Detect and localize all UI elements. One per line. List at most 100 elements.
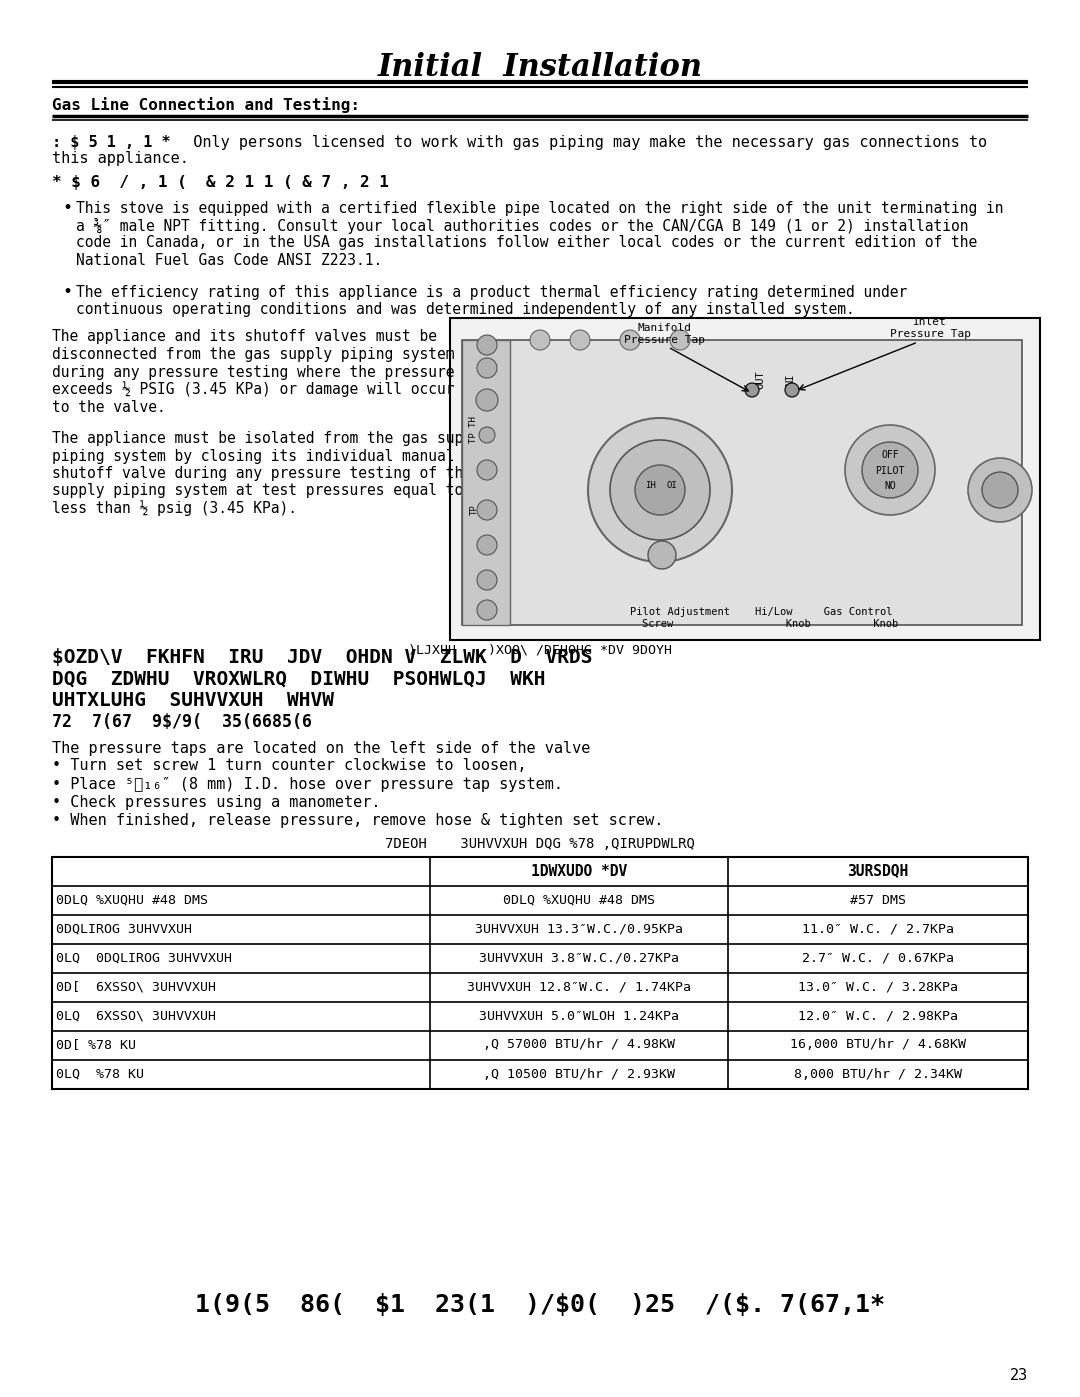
Text: Pilot Adjustment    Hi/Low     Gas Control: Pilot Adjustment Hi/Low Gas Control bbox=[630, 608, 892, 617]
Text: •: • bbox=[62, 198, 72, 217]
Text: 2.7″ W.C. / 0.67KPa: 2.7″ W.C. / 0.67KPa bbox=[802, 951, 954, 964]
Circle shape bbox=[477, 570, 497, 590]
Text: during any pressure testing where the pressure: during any pressure testing where the pr… bbox=[52, 365, 455, 380]
Text: shutoff valve during any pressure testing of the gas: shutoff valve during any pressure testin… bbox=[52, 467, 507, 481]
Text: $OZD\V  FKHFN  IRU  JDV  OHDN V  ZLWK  D  VRDS: $OZD\V FKHFN IRU JDV OHDN V ZLWK D VRDS bbox=[52, 647, 593, 666]
Text: 0LQ  0DQLIROG 3UHVVXUH: 0LQ 0DQLIROG 3UHVVXUH bbox=[56, 951, 232, 964]
Text: 1(9(5  86(  $1  23(1  )/$0(  )25  /($. 7(67,1*: 1(9(5 86( $1 23(1 )/$0( )25 /($. 7(67,1* bbox=[195, 1294, 885, 1317]
Text: 3UHVVXUH 3.8″W.C./0.27KPa: 3UHVVXUH 3.8″W.C./0.27KPa bbox=[480, 951, 679, 964]
Text: Inlet: Inlet bbox=[913, 317, 947, 327]
Text: • When finished, release pressure, remove hose & tighten set screw.: • When finished, release pressure, remov… bbox=[52, 813, 663, 827]
Circle shape bbox=[862, 441, 918, 497]
Text: The pressure taps are located on the left side of the valve: The pressure taps are located on the lef… bbox=[52, 740, 591, 756]
Text: 12.0″ W.C. / 2.98KPa: 12.0″ W.C. / 2.98KPa bbox=[798, 1010, 958, 1023]
Text: Pressure Tap: Pressure Tap bbox=[890, 330, 971, 339]
Text: NI: NI bbox=[785, 374, 795, 386]
Text: 0D[  6XSSO\ 3UHVVXUH: 0D[ 6XSSO\ 3UHVVXUH bbox=[56, 981, 216, 993]
Circle shape bbox=[477, 335, 497, 355]
Text: IH: IH bbox=[645, 481, 656, 489]
Circle shape bbox=[620, 330, 640, 351]
Text: 0DLQ %XUQHU #48 DMS: 0DLQ %XUQHU #48 DMS bbox=[56, 894, 208, 907]
Text: disconnected from the gas supply piping system: disconnected from the gas supply piping … bbox=[52, 346, 455, 362]
Text: 8,000 BTU/hr / 2.34KW: 8,000 BTU/hr / 2.34KW bbox=[794, 1067, 962, 1080]
Text: PILOT: PILOT bbox=[875, 467, 905, 476]
Text: The efficiency rating of this appliance is a product thermal efficiency rating d: The efficiency rating of this appliance … bbox=[76, 285, 907, 299]
Text: Pressure Tap: Pressure Tap bbox=[624, 335, 705, 345]
Text: National Fuel Gas Code ANSI Z223.1.: National Fuel Gas Code ANSI Z223.1. bbox=[76, 253, 382, 268]
Text: UHTXLUHG  SUHVVXUH  WHVW: UHTXLUHG SUHVVXUH WHVW bbox=[52, 692, 334, 711]
Text: OFF: OFF bbox=[881, 450, 899, 460]
Text: to the valve.: to the valve. bbox=[52, 400, 165, 415]
Text: 3UHVVXUH 12.8″W.C. / 1.74KPa: 3UHVVXUH 12.8″W.C. / 1.74KPa bbox=[467, 981, 691, 993]
Circle shape bbox=[670, 330, 690, 351]
Text: Initial  Installation: Initial Installation bbox=[378, 53, 702, 84]
Text: NO: NO bbox=[885, 481, 896, 490]
Text: 0D[ %78 KU: 0D[ %78 KU bbox=[56, 1038, 136, 1052]
Text: The appliance must be isolated from the gas supply: The appliance must be isolated from the … bbox=[52, 432, 489, 446]
Circle shape bbox=[635, 465, 685, 515]
Circle shape bbox=[480, 427, 495, 443]
Circle shape bbox=[530, 330, 550, 351]
Text: * $ 6  / , 1 (  & 2 1 1 ( & 7 , 2 1: * $ 6 / , 1 ( & 2 1 1 ( & 7 , 2 1 bbox=[52, 176, 389, 190]
Text: #57 DMS: #57 DMS bbox=[850, 894, 906, 907]
Text: 7DEOH    3UHVVXUH DQG %78 ,QIRUPDWLRQ: 7DEOH 3UHVVXUH DQG %78 ,QIRUPDWLRQ bbox=[386, 837, 694, 851]
Text: 3URSDQH: 3URSDQH bbox=[848, 863, 908, 879]
Text: •: • bbox=[62, 284, 72, 300]
Text: : $ 5 1 , 1 *: : $ 5 1 , 1 * bbox=[52, 134, 171, 149]
Text: 3UHVVXUH 5.0″WLOH 1.24KPa: 3UHVVXUH 5.0″WLOH 1.24KPa bbox=[480, 1010, 679, 1023]
Text: piping system by closing its individual manual: piping system by closing its individual … bbox=[52, 448, 455, 464]
Text: 23: 23 bbox=[1010, 1368, 1028, 1383]
Text: 13.0″ W.C. / 3.28KPa: 13.0″ W.C. / 3.28KPa bbox=[798, 981, 958, 993]
Bar bbox=[462, 339, 510, 624]
Text: 0DLQ %XUQHU #48 DMS: 0DLQ %XUQHU #48 DMS bbox=[503, 894, 654, 907]
Circle shape bbox=[477, 358, 497, 379]
Text: )LJXUH    )XOO\ /DEHOHG *DV 9DOYH: )LJXUH )XOO\ /DEHOHG *DV 9DOYH bbox=[408, 644, 672, 657]
Text: a ⅜″ male NPT fitting. Consult your local authorities codes or the CAN/CGA B 149: a ⅜″ male NPT fitting. Consult your loca… bbox=[76, 218, 969, 233]
Text: Screw                  Knob          Knob: Screw Knob Knob bbox=[642, 619, 899, 629]
Text: This stove is equipped with a certified flexible pipe located on the right side : This stove is equipped with a certified … bbox=[76, 201, 1003, 215]
Text: • Place ⁵⁄₁₆″ (8 mm) I.D. hose over pressure tap system.: • Place ⁵⁄₁₆″ (8 mm) I.D. hose over pres… bbox=[52, 777, 563, 792]
Text: 0DQLIROG 3UHVVXUH: 0DQLIROG 3UHVVXUH bbox=[56, 922, 192, 936]
Circle shape bbox=[588, 418, 732, 562]
Circle shape bbox=[845, 425, 935, 515]
Text: less than ½ psig (3.45 KPa).: less than ½ psig (3.45 KPa). bbox=[52, 500, 297, 517]
Circle shape bbox=[648, 541, 676, 569]
Circle shape bbox=[476, 388, 498, 411]
Text: Only persons licensed to work with gas piping may make the necessary gas connect: Only persons licensed to work with gas p… bbox=[175, 134, 987, 149]
Text: code in Canada, or in the USA gas installations follow either local codes or the: code in Canada, or in the USA gas instal… bbox=[76, 236, 977, 250]
Text: TP TH: TP TH bbox=[470, 416, 478, 443]
Circle shape bbox=[477, 535, 497, 555]
Text: 11.0″ W.C. / 2.7KPa: 11.0″ W.C. / 2.7KPa bbox=[802, 922, 954, 936]
Text: this appliance.: this appliance. bbox=[52, 151, 189, 166]
Text: OI: OI bbox=[666, 481, 677, 489]
Text: ,Q 57000 BTU/hr / 4.98KW: ,Q 57000 BTU/hr / 4.98KW bbox=[483, 1038, 675, 1052]
Circle shape bbox=[968, 458, 1032, 522]
Circle shape bbox=[477, 500, 497, 520]
Text: TP: TP bbox=[470, 504, 478, 515]
Bar bbox=[450, 319, 1040, 640]
Bar bbox=[52, 856, 1028, 1090]
Text: Gas Line Connection and Testing:: Gas Line Connection and Testing: bbox=[52, 96, 360, 113]
Circle shape bbox=[745, 383, 759, 397]
Text: ,Q 10500 BTU/hr / 2.93KW: ,Q 10500 BTU/hr / 2.93KW bbox=[483, 1067, 675, 1080]
Circle shape bbox=[477, 599, 497, 620]
Text: supply piping system at test pressures equal to or: supply piping system at test pressures e… bbox=[52, 483, 489, 499]
Circle shape bbox=[982, 472, 1018, 509]
Text: 3UHVVXUH 13.3″W.C./0.95KPa: 3UHVVXUH 13.3″W.C./0.95KPa bbox=[475, 922, 683, 936]
Text: • Turn set screw 1 turn counter clockwise to loosen,: • Turn set screw 1 turn counter clockwis… bbox=[52, 759, 527, 774]
Text: 0LQ  6XSSO\ 3UHVVXUH: 0LQ 6XSSO\ 3UHVVXUH bbox=[56, 1010, 216, 1023]
Text: 0LQ  %78 KU: 0LQ %78 KU bbox=[56, 1067, 144, 1080]
Text: exceeds ½ PSIG (3.45 KPa) or damage will occur: exceeds ½ PSIG (3.45 KPa) or damage will… bbox=[52, 381, 455, 397]
Text: continuous operating conditions and was determined independently of any installe: continuous operating conditions and was … bbox=[76, 302, 854, 317]
Circle shape bbox=[785, 383, 799, 397]
Circle shape bbox=[610, 440, 710, 541]
Bar bbox=[462, 339, 1022, 624]
Text: 16,000 BTU/hr / 4.68KW: 16,000 BTU/hr / 4.68KW bbox=[789, 1038, 966, 1052]
Text: DQG  ZDWHU  VROXWLRQ  DIWHU  PSOHWLQJ  WKH: DQG ZDWHU VROXWLRQ DIWHU PSOHWLQJ WKH bbox=[52, 669, 545, 689]
Text: 72  7(67  9$/9(  35(6685(6: 72 7(67 9$/9( 35(6685(6 bbox=[52, 712, 312, 731]
Circle shape bbox=[570, 330, 590, 351]
Circle shape bbox=[477, 460, 497, 481]
Text: Manifold: Manifold bbox=[638, 323, 692, 332]
Text: The appliance and its shutoff valves must be: The appliance and its shutoff valves mus… bbox=[52, 330, 437, 345]
Text: • Check pressures using a manometer.: • Check pressures using a manometer. bbox=[52, 795, 380, 809]
